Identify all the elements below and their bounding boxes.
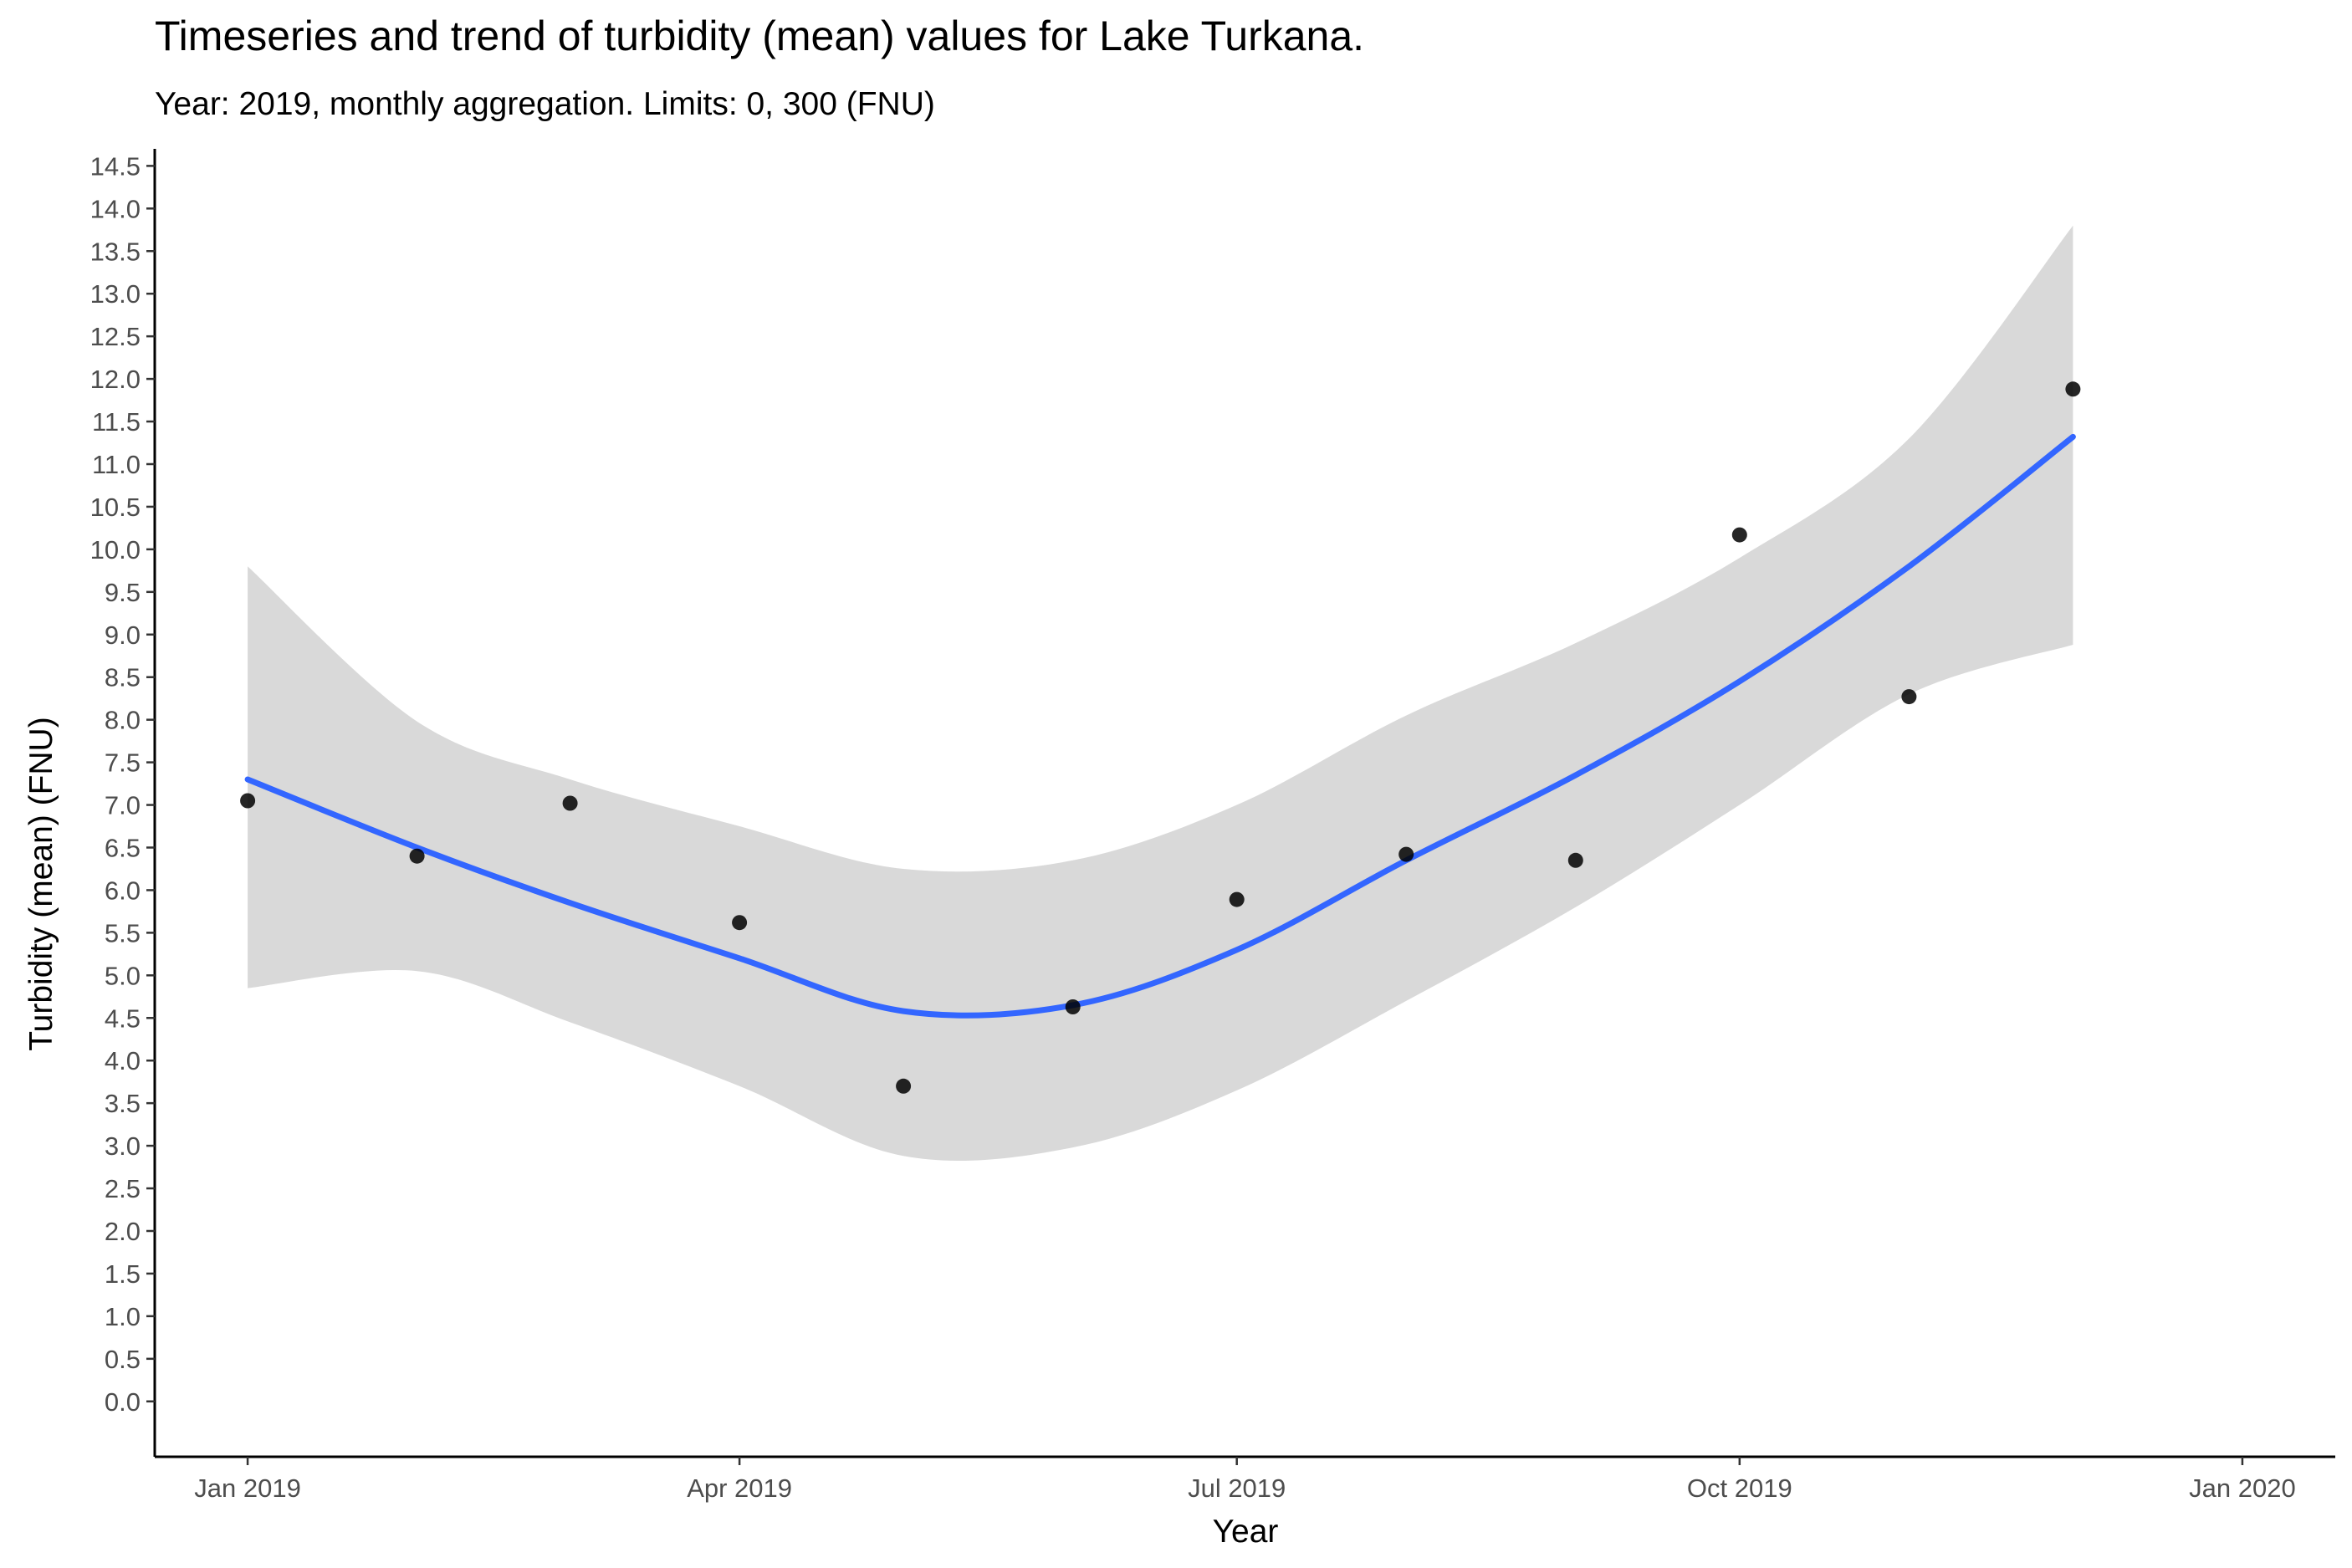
trend-line [244, 433, 2076, 1019]
y-tick-label: 10.5 [90, 493, 141, 522]
y-tick-label: 8.0 [105, 706, 141, 735]
y-tick-label: 1.0 [105, 1302, 141, 1331]
data-point [1065, 999, 1081, 1014]
chart-title: Timeseries and trend of turbidity (mean)… [155, 13, 1364, 59]
x-tick-label: Jul 2019 [1188, 1474, 1286, 1503]
data-point [896, 1078, 912, 1094]
y-tick-label: 12.0 [90, 365, 141, 394]
y-tick-label: 14.5 [90, 151, 141, 181]
data-point [1901, 689, 1917, 705]
y-tick-label: 6.0 [105, 876, 141, 905]
y-tick-label: 11.5 [92, 407, 141, 437]
y-tick-label: 10.0 [90, 535, 141, 564]
y-tick-label: 9.0 [105, 621, 141, 650]
y-tick-label: 13.0 [90, 279, 141, 309]
x-axis: Jan 2019 Apr 2019 Jul 2019 Oct 2019 Jan 2020 [155, 1455, 2335, 1503]
data-point [1229, 891, 1245, 907]
y-tick-label: 13.5 [90, 237, 141, 266]
chart-subtitle: Year: 2019, monthly aggregation. Limits:… [155, 86, 935, 122]
data-point [1398, 846, 1414, 862]
y-tick-label: 4.0 [105, 1046, 141, 1075]
y-tick-label: 14.0 [90, 194, 141, 223]
y-tick-label: 6.5 [105, 833, 141, 862]
y-tick-label: 9.5 [105, 578, 141, 607]
confidence-band [248, 225, 2073, 1162]
y-tick-label: 7.5 [105, 748, 141, 778]
x-tick-label: Jan 2020 [2189, 1474, 2296, 1503]
data-point [2065, 381, 2081, 397]
data-points [240, 381, 2081, 1094]
y-tick-label: 3.5 [105, 1089, 141, 1118]
y-axis-title: Turbidity (mean) (FNU) [23, 717, 59, 1050]
y-tick-label: 8.5 [105, 663, 141, 692]
y-tick-label: 3.0 [105, 1131, 141, 1161]
y-tick-label: 0.5 [105, 1345, 141, 1374]
data-point [409, 848, 425, 864]
y-axis: 0.0 0.5 1.0 1.5 2.0 2.5 3.0 3.5 4.0 4.5 5.0 5.5 6.0 6… [90, 149, 156, 1457]
y-tick-label: 0.0 [105, 1387, 141, 1417]
y-tick-label: 12.5 [90, 322, 141, 351]
y-tick-label: 2.5 [105, 1174, 141, 1203]
x-tick-label: Apr 2019 [687, 1474, 792, 1503]
data-point [240, 793, 256, 809]
y-tick-label: 2.0 [105, 1217, 141, 1246]
data-point [1731, 527, 1747, 543]
y-tick-label: 1.5 [105, 1259, 141, 1289]
data-point [1567, 852, 1583, 868]
data-point [732, 915, 748, 931]
x-tick-label: Oct 2019 [1687, 1474, 1792, 1503]
y-tick-label: 4.5 [105, 1004, 141, 1033]
y-tick-label: 5.5 [105, 918, 141, 947]
x-axis-title: Year [1213, 1514, 1279, 1550]
y-tick-label: 11.0 [92, 450, 141, 479]
data-point [562, 795, 578, 811]
y-tick-label: 7.0 [105, 791, 141, 820]
y-tick-label: 5.0 [105, 961, 141, 990]
x-tick-label: Jan 2019 [194, 1474, 301, 1503]
